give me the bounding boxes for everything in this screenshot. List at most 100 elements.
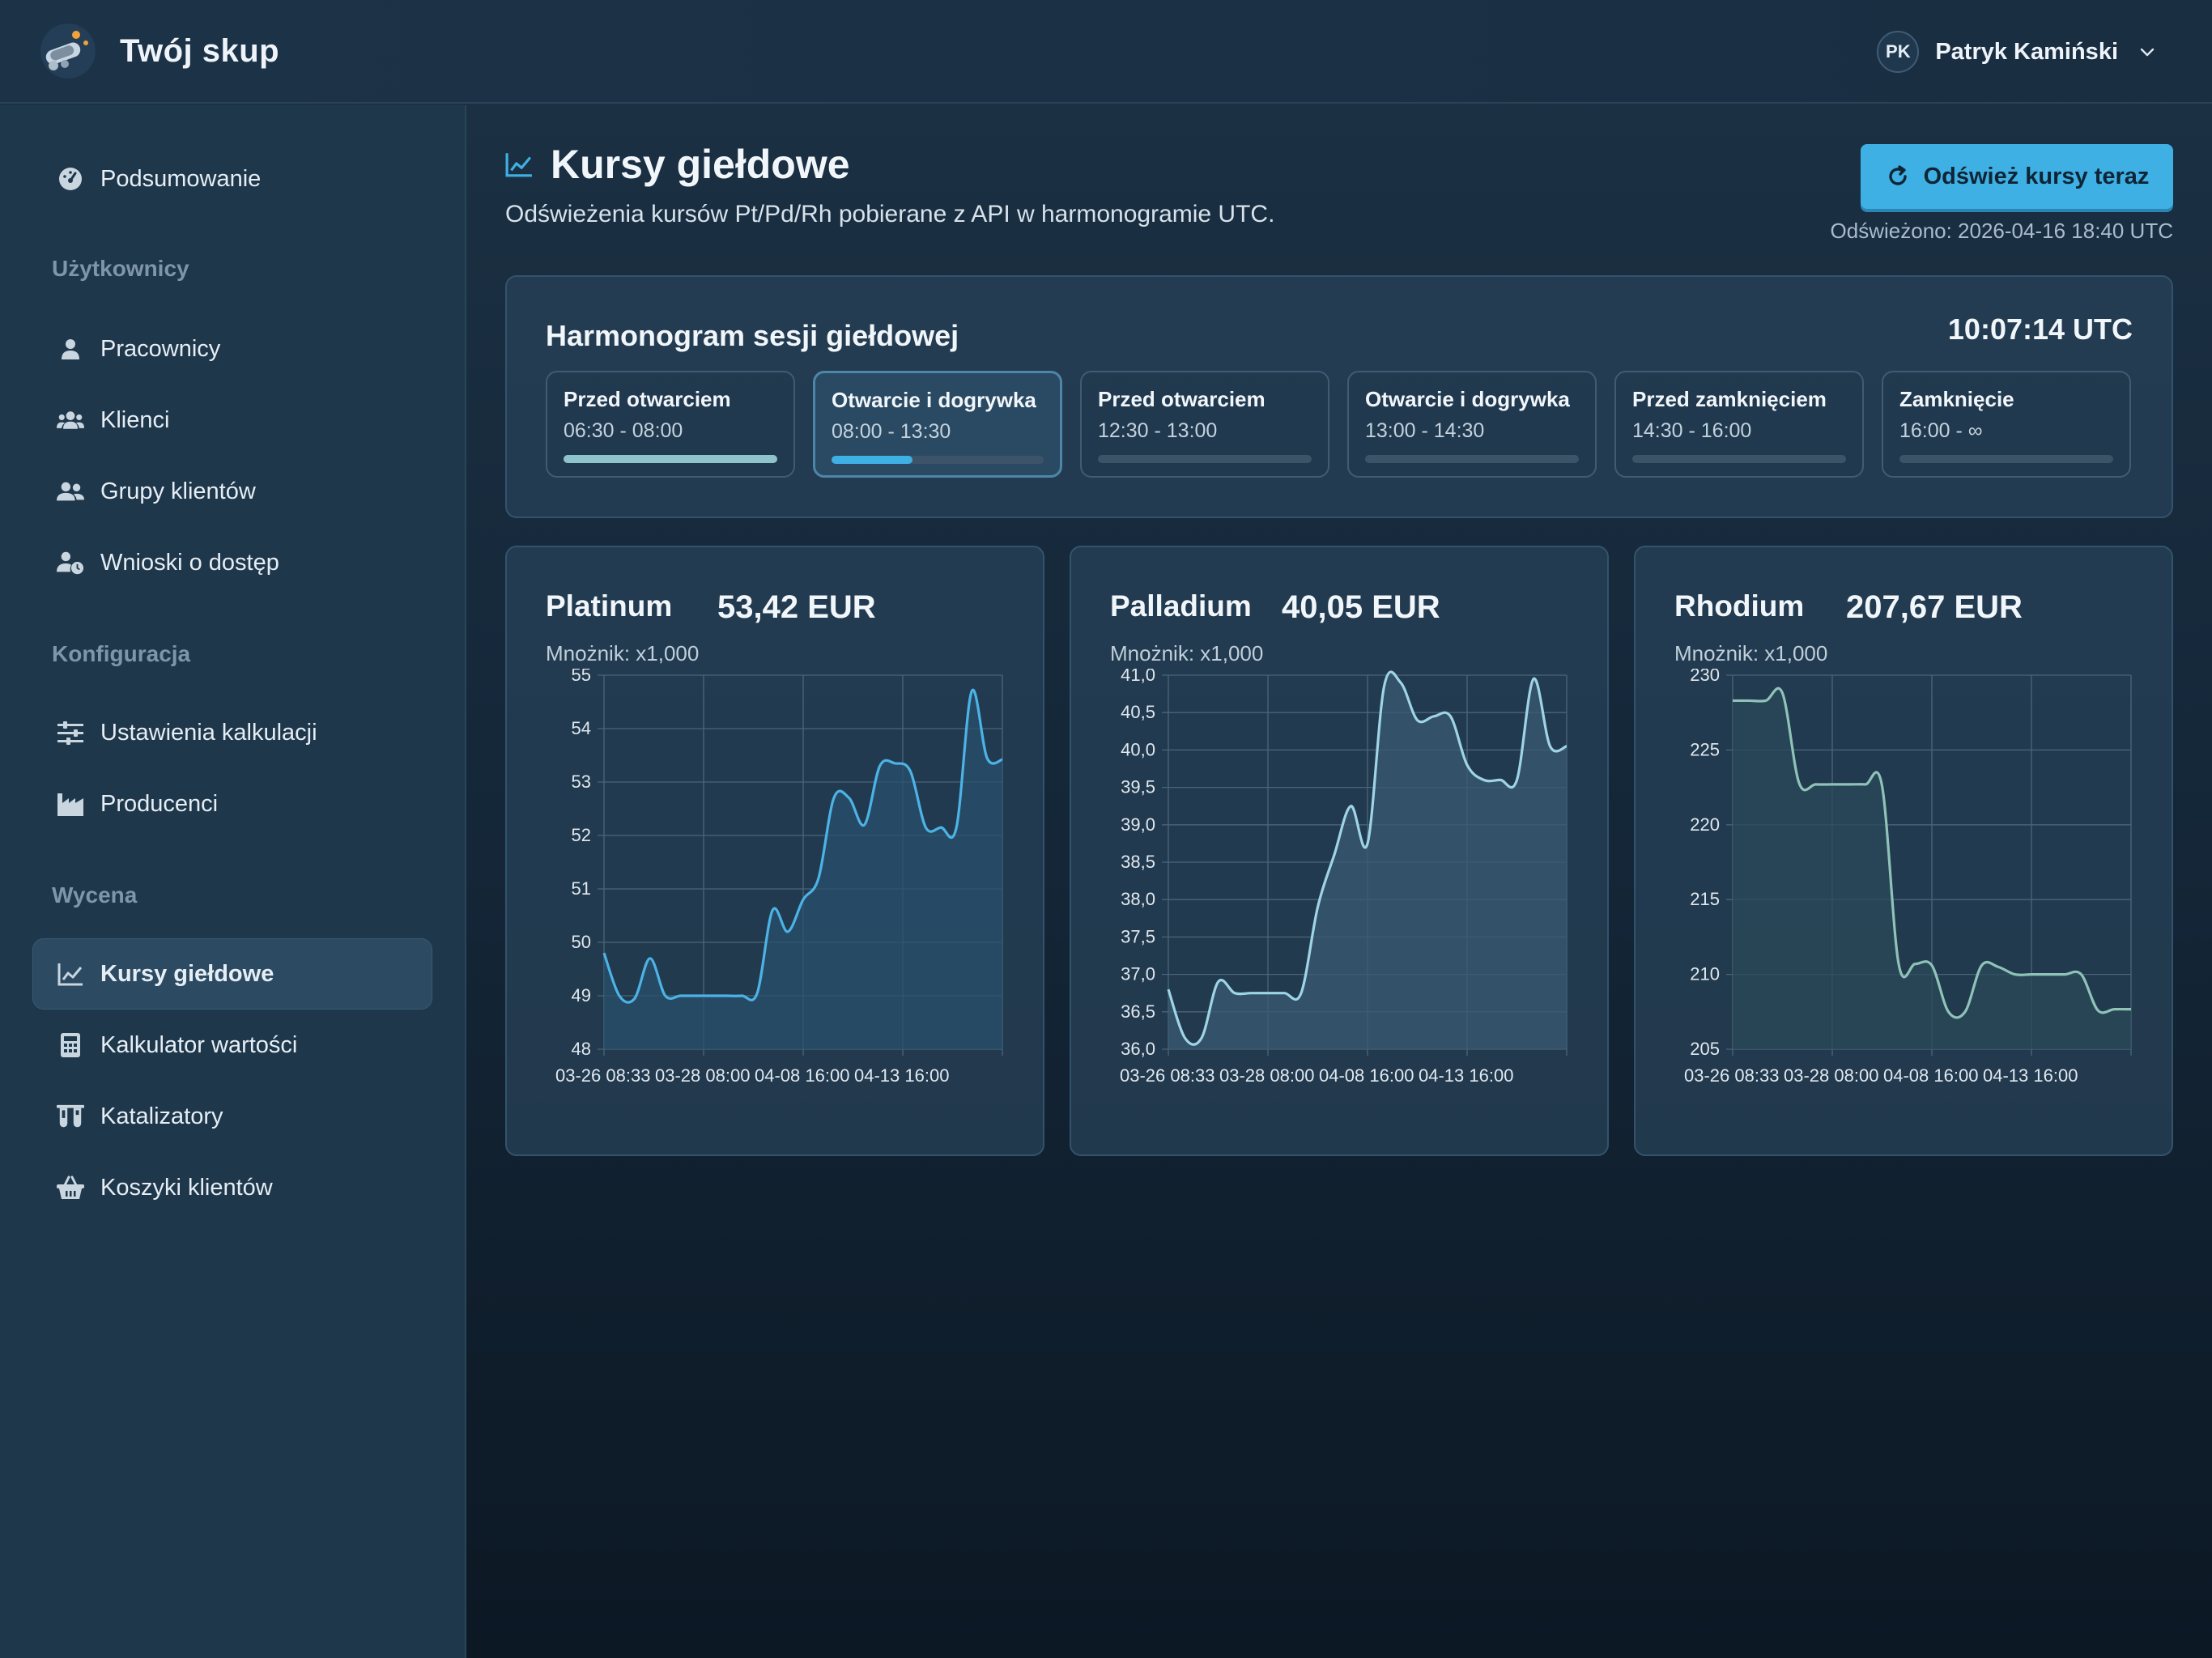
x-tick-label: 03-28 08:00	[1219, 1065, 1314, 1086]
data-point	[802, 899, 805, 901]
x-tick-label: 03-28 08:00	[1784, 1065, 1878, 1086]
data-point	[817, 877, 819, 879]
y-tick-label: 225	[1690, 739, 1720, 759]
data-point	[1865, 783, 1867, 785]
data-point	[1416, 719, 1419, 721]
utc-clock: 10:07:14 UTC	[1947, 312, 2133, 346]
y-tick-label: 36,5	[1121, 1001, 1155, 1022]
session-tile: Otwarcie i dogrywka 13:00 - 14:30	[1347, 371, 1597, 478]
price-chart: 205 210 215 220 225 230 03-26 08:33 03-28 08:00…	[1684, 669, 2133, 1086]
refresh-icon	[1888, 165, 1907, 185]
session-progress-fill	[564, 455, 777, 463]
y-tick-label: 51	[572, 878, 591, 899]
x-tick-label: 03-26 08:33	[1684, 1065, 1779, 1086]
user-menu[interactable]: PK Patryk Kamiński	[1877, 29, 2157, 74]
session-tile: Przed otwarciem 06:30 - 08:00	[546, 371, 795, 478]
data-point	[1449, 715, 1452, 717]
sidebar-item-koszyki-klientow[interactable]: Koszyki klientów	[32, 1152, 432, 1223]
chart-line-icon	[505, 153, 532, 177]
sidebar-item-wnioski-o-dostep[interactable]: Wnioski o dostęp	[32, 527, 432, 598]
chart-line-icon	[57, 960, 84, 988]
user-group-icon	[57, 478, 84, 505]
series-area	[604, 690, 1002, 1049]
data-point	[1831, 783, 1834, 785]
sidebar-item-kalkulator-wartosci[interactable]: Kalkulator wartości	[32, 1010, 432, 1081]
x-tick-label: 03-28 08:00	[655, 1065, 750, 1086]
data-point	[848, 797, 850, 799]
data-point	[894, 762, 896, 764]
data-point	[1300, 992, 1303, 994]
user-icon	[57, 335, 84, 363]
chart-card-palladium: Palladium 40,05 EUR Mnożnik: x1,000 36,0…	[1070, 546, 1609, 1156]
top-bar: Twój skup PK Patryk Kamiński	[0, 0, 2212, 104]
data-point	[1798, 782, 1801, 784]
data-point	[1499, 779, 1502, 781]
multiplier-label: Mnożnik: x1,000	[1674, 641, 1828, 665]
data-point	[1765, 699, 1767, 702]
y-tick-label: 48	[572, 1039, 591, 1059]
y-tick-label: 215	[1690, 889, 1720, 909]
multiplier-label: Mnożnik: x1,000	[1110, 641, 1264, 665]
sidebar-item-producenci[interactable]: Producenci	[32, 768, 432, 840]
section-title-wycena: Wycena	[52, 882, 138, 908]
metal-price: 53,42 EUR	[717, 589, 876, 625]
data-point	[2097, 1009, 2099, 1011]
series-line	[602, 688, 1003, 1004]
session-tile: Zamknięcie 16:00 - ∞	[1882, 371, 2131, 478]
sidebar-item-klienci[interactable]: Klienci	[32, 385, 432, 456]
data-point	[1201, 1037, 1203, 1039]
sidebar-item-label: Ustawienia kalkulacji	[100, 719, 317, 746]
session-time: 16:00 - ∞	[1899, 419, 1983, 442]
refresh-rates-button[interactable]: Odśwież kursy teraz	[1861, 144, 2173, 209]
x-tick-label: 04-13 16:00	[1419, 1065, 1513, 1086]
session-name: Otwarcie i dogrywka	[832, 388, 1036, 412]
data-point	[618, 995, 620, 997]
sidebar-item-podsumowanie[interactable]: Podsumowanie	[32, 143, 432, 215]
data-point	[2064, 973, 2066, 976]
metal-name: Rhodium	[1674, 589, 1805, 623]
data-point	[1931, 964, 1933, 967]
data-point	[863, 823, 866, 826]
x-tick-label: 04-13 16:00	[854, 1065, 949, 1086]
sidebar-item-grupy-klientow[interactable]: Grupy klientów	[32, 456, 432, 527]
session-progress	[1632, 455, 1846, 463]
y-tick-label: 38,5	[1121, 852, 1155, 872]
y-tick-label: 38,0	[1121, 889, 1155, 909]
data-point	[1250, 992, 1253, 994]
sidebar-item-label: Grupy klientów	[100, 478, 256, 504]
page-header: Kursy giełdowe	[505, 141, 850, 188]
metal-price: 40,05 EUR	[1282, 589, 1440, 625]
sidebar-item-label: Kalkulator wartości	[100, 1031, 298, 1058]
logo-icon[interactable]	[36, 19, 100, 83]
metal-name: Platinum	[546, 589, 673, 623]
data-point	[1898, 963, 1900, 965]
sidebar-item-label: Kursy giełdowe	[100, 960, 274, 987]
data-point	[664, 995, 666, 997]
x-tick-label: 03-26 08:33	[1120, 1065, 1214, 1086]
data-point	[2130, 1008, 2133, 1010]
data-point	[1549, 745, 1551, 747]
y-tick-label: 54	[572, 718, 591, 738]
sidebar-item-katalizatory[interactable]: Katalizatory	[32, 1081, 432, 1152]
data-point	[1283, 992, 1286, 994]
sidebar-item-label: Wnioski o dostęp	[100, 549, 279, 576]
y-tick-label: 41,0	[1121, 669, 1155, 685]
basket-icon	[57, 1174, 84, 1201]
sidebar-item-ustawienia-kalkulacji[interactable]: Ustawienia kalkulacji	[32, 697, 432, 768]
y-tick-label: 50	[572, 932, 591, 952]
sidebar-item-label: Koszyki klientów	[100, 1174, 273, 1201]
data-point	[1781, 692, 1784, 695]
data-point	[1350, 805, 1352, 807]
sidebar-item-kursy-gieldowe[interactable]: Kursy giełdowe	[32, 938, 432, 1010]
sidebar-item-pracownicy[interactable]: Pracownicy	[32, 313, 432, 385]
sliders-icon	[57, 719, 84, 746]
session-tile: Otwarcie i dogrywka 08:00 - 13:30	[813, 371, 1062, 478]
data-point	[878, 765, 881, 767]
data-point	[1732, 699, 1734, 702]
data-point	[1400, 682, 1402, 684]
data-point	[1168, 988, 1170, 991]
session-time: 08:00 - 13:30	[832, 420, 951, 443]
data-point	[1482, 779, 1485, 781]
x-tick-label: 04-08 16:00	[1319, 1065, 1414, 1086]
series-line	[1167, 670, 1568, 1046]
